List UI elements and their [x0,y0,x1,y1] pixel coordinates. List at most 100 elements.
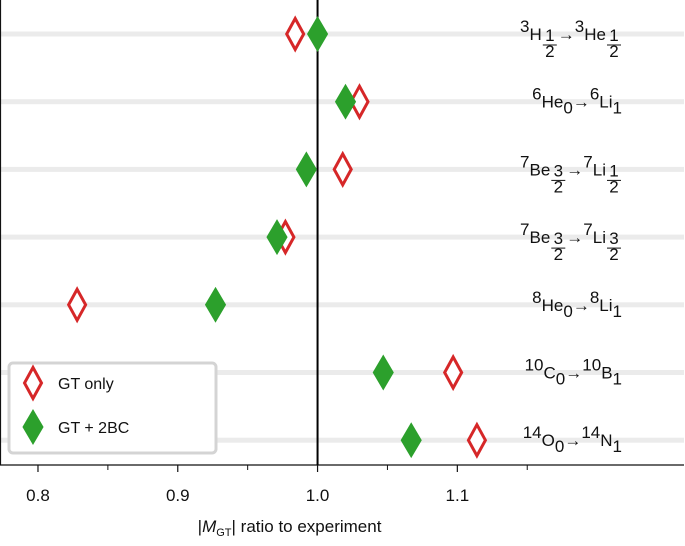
mass-number: 3 [520,17,529,36]
mass-number: 10 [525,356,544,375]
mass-number: 14 [581,423,600,442]
fraction-denominator: 2 [609,245,618,264]
element-symbol: B [601,364,612,383]
row-labels: 3 H 12 → 3 He 126 He 0 → 6 Li 17 Be 32 → 7 Li 127 Be 3… [520,17,622,456]
spin-subscript: 0 [556,370,565,389]
gt-2bc-marker [204,286,227,323]
x-axis-title-group: |MGT| ratio to experiment [198,517,382,539]
gt-only-marker [466,421,488,459]
spin-fraction: 12 [607,26,621,61]
transition-arrow: → [558,25,575,44]
row-label: 7 Be 32 → 7 Li 12 [520,152,621,196]
element-symbol: Be [530,228,551,247]
spin-fraction: 32 [551,161,566,196]
mass-number: 8 [590,288,599,307]
row-label: 10 C 0 → 10 B 1 [525,356,622,389]
element-symbol: Li [593,160,606,179]
transition-arrow: → [573,296,590,315]
mass-number: 8 [532,288,541,307]
transition-arrow: → [564,431,581,450]
spin-fraction: 12 [542,26,557,61]
gt-2bc-marker [306,16,329,52]
gt-only-marker [332,150,353,189]
spin-subscript: 1 [613,302,622,321]
mass-number: 6 [590,85,599,104]
mass-number: 7 [520,152,529,171]
element-symbol: C [544,364,556,383]
fraction-numerator: 3 [554,161,563,180]
transition-arrow: → [566,160,583,179]
fraction-numerator: 1 [545,26,554,45]
legend-gt-2bc-marker [22,409,44,445]
x-tick-label: 1.0 [306,486,330,505]
element-symbol: Be [530,160,551,179]
x-axis-title: |MGT| ratio to experiment [198,517,382,539]
spin-subscript: 0 [563,99,572,118]
transition-arrow: → [565,364,582,383]
row-label: 14 O 0 → 14 N 1 [523,423,622,456]
x-tick-label: 1.1 [446,486,470,505]
element-symbol: He [542,93,564,112]
gt-2bc-marker [334,83,357,120]
element-symbol: O [542,431,555,450]
gt-only-marker [284,15,306,53]
legend-gt-only-label: GT only [58,376,114,393]
legend-gt-only-marker [22,364,44,402]
legend-gt-2bc-label: GT + 2BC [58,420,129,437]
row-label: 6 He 0 → 6 Li 1 [532,85,622,118]
legend-box [7,361,218,455]
plot-frame [0,0,684,466]
x-tick-label: 0.8 [26,486,50,505]
transition-arrow: → [573,93,590,112]
legend: GT only GT + 2BC [7,361,218,455]
element-symbol: He [542,296,564,315]
row-band [0,31,684,37]
mass-number: 7 [583,152,592,171]
transition-arrow: → [566,228,583,247]
element-symbol: H [530,25,542,44]
element-symbol: N [600,431,612,450]
x-axis: 0.8 0.9 1.0 1.1 [26,465,528,505]
data-markers [66,15,488,459]
fraction-denominator: 2 [554,245,563,264]
fraction-denominator: 2 [545,42,554,61]
gt-only-marker [66,286,88,324]
spin-subscript: 0 [555,437,564,456]
mass-number: 14 [523,423,542,442]
fraction-denominator: 2 [554,177,563,196]
row-band [0,437,684,443]
spin-fraction: 32 [607,229,621,264]
spin-subscript: 1 [613,437,622,456]
element-symbol: Li [599,296,612,315]
spin-subscript: 0 [563,302,572,321]
row-label: 8 He 0 → 8 Li 1 [532,288,622,321]
gt-only-marker [442,353,464,392]
element-symbol: Li [599,93,612,112]
fraction-denominator: 2 [609,42,618,61]
row-band [0,302,684,308]
spin-subscript: 1 [613,99,622,118]
gt-only-marker [349,83,370,121]
row-band [0,234,684,240]
mass-number: 6 [532,85,541,104]
element-symbol: He [584,25,606,44]
fraction-denominator: 2 [609,177,618,196]
fraction-numerator: 1 [609,161,618,180]
mass-number: 7 [520,220,529,239]
fraction-numerator: 3 [554,229,563,248]
x-tick-label: 0.9 [166,486,190,505]
mass-number: 7 [583,220,592,239]
fraction-numerator: 1 [609,26,618,45]
gt-2bc-marker [400,422,422,459]
gt-2bc-marker [295,151,317,188]
spin-fraction: 12 [607,161,621,196]
spin-subscript: 1 [613,370,622,389]
gt-2bc-marker [266,219,288,256]
row-band [0,370,684,375]
row-label: 3 H 12 → 3 He 12 [520,17,621,61]
mass-number: 10 [582,356,601,375]
gt-2bc-marker [372,354,394,391]
mass-number: 3 [575,17,584,36]
row-label: 7 Be 32 → 7 Li 32 [520,220,621,264]
